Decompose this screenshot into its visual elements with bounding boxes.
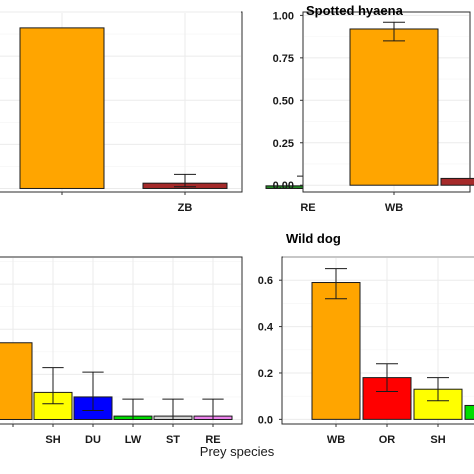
error-bar-zb	[174, 173, 196, 188]
y-tick-label: 0.6	[258, 275, 273, 287]
x-tick-label-du: DU	[85, 434, 101, 446]
y-tick-label: 1.00	[273, 10, 294, 22]
x-tick-label-wb: WB	[385, 202, 403, 214]
bar-wb	[311, 282, 361, 420]
error-bar-re	[202, 398, 224, 420]
bar-cat1	[0, 342, 33, 420]
bar-zb	[440, 177, 474, 186]
bar-lw	[464, 404, 474, 420]
error-bar-wb	[325, 268, 347, 300]
x-tick-label-wb: WB	[327, 434, 345, 446]
error-bar-sh	[42, 367, 64, 405]
error-bar-or	[376, 363, 398, 393]
x-tick-label-or: OR	[379, 434, 396, 446]
error-bar-wb	[383, 21, 405, 42]
error-bar-st	[162, 398, 184, 420]
y-tick-label: 0.2	[258, 368, 273, 380]
panel-title: Spotted hyaena	[306, 3, 404, 18]
error-bar-lw	[122, 398, 144, 420]
x-tick-label-zb: ZB	[178, 202, 193, 214]
facet-panel-1: ZB RE	[0, 11, 351, 214]
panel-title: Wild dog	[286, 231, 341, 246]
y-tick-label: 0.4	[258, 322, 274, 334]
y-tick-label: 0.50	[273, 95, 294, 107]
facet-panel-3: SH DU LW ST RE	[0, 256, 243, 446]
bar-wb	[349, 28, 439, 186]
y-tick-label: 0.00	[273, 180, 294, 192]
y-tick-label: 0.25	[273, 138, 294, 150]
error-bar-sh	[427, 377, 449, 402]
error-bar-du	[82, 371, 104, 411]
x-tick-label-lw: LW	[125, 434, 142, 446]
x-tick-label-sh: SH	[430, 434, 445, 446]
bar-cat1	[19, 27, 105, 189]
x-axis-label: Prey species	[0, 443, 474, 461]
x-axis-label-text: Prey species	[199, 444, 275, 459]
x-tick-label-re: RE	[205, 434, 220, 446]
x-tick-label-st: ST	[166, 434, 180, 446]
y-tick-label: 0.75	[273, 53, 294, 65]
y-tick-label: 0.0	[258, 414, 273, 426]
x-tick-label-re: RE	[300, 202, 315, 214]
x-tick-label-sh: SH	[45, 434, 60, 446]
